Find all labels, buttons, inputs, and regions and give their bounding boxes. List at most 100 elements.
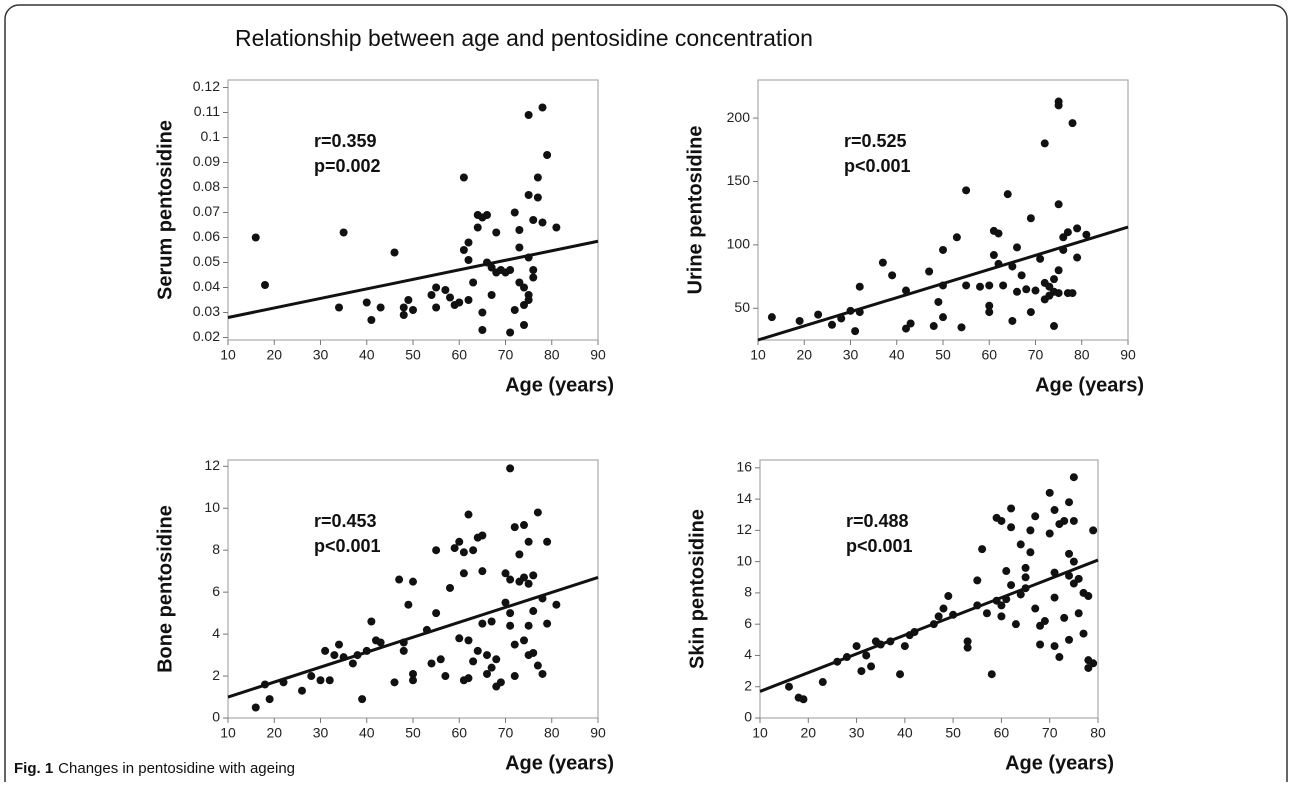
- data-point: [464, 296, 473, 304]
- data-point: [1074, 574, 1083, 583]
- annotation: r=0.488: [846, 511, 909, 531]
- data-point: [515, 550, 524, 559]
- data-point: [529, 266, 538, 274]
- data-point: [939, 604, 948, 613]
- data-point: [1068, 289, 1077, 298]
- data-point: [520, 573, 528, 582]
- data-point: [441, 286, 450, 294]
- data-point: [390, 678, 399, 687]
- data-point: [469, 546, 478, 555]
- data-point: [478, 531, 487, 540]
- data-point: [446, 293, 454, 302]
- data-point: [1050, 642, 1059, 651]
- y-axis-label: Skin pentosidine: [686, 509, 708, 669]
- data-point: [1089, 659, 1098, 668]
- data-point: [962, 186, 971, 195]
- data-point: [464, 636, 473, 645]
- data-point: [524, 191, 533, 199]
- data-point: [409, 676, 417, 685]
- data-point: [506, 266, 515, 274]
- data-point: [852, 642, 861, 651]
- caption-text: Changes in pentosidine with ageing: [58, 760, 295, 777]
- data-point: [251, 703, 260, 712]
- data-point: [767, 313, 776, 322]
- data-point: [409, 306, 417, 314]
- x-tick-label: 40: [359, 725, 375, 741]
- data-point: [510, 208, 519, 217]
- data-point: [900, 642, 909, 651]
- caption-label: Fig. 1: [14, 760, 53, 777]
- data-point: [515, 226, 524, 234]
- data-point: [496, 678, 505, 687]
- annotation: p<0.001: [844, 156, 911, 176]
- data-point: [436, 655, 445, 664]
- data-point: [1017, 271, 1026, 280]
- plot-frame: [759, 459, 1099, 719]
- y-tick-label: 14: [736, 490, 752, 506]
- data-point: [818, 678, 827, 687]
- data-point: [510, 640, 519, 649]
- data-point: [1007, 581, 1016, 590]
- data-point: [989, 251, 998, 260]
- x-tick-label: 30: [313, 347, 329, 363]
- data-point: [367, 316, 376, 324]
- data-point: [455, 537, 464, 546]
- data-point: [1013, 243, 1021, 252]
- y-tick-label: 0.09: [193, 153, 220, 169]
- data-point: [1079, 629, 1088, 638]
- data-point: [520, 321, 528, 329]
- data-point: [1036, 640, 1045, 649]
- x-tick-label: 40: [897, 725, 913, 741]
- data-point: [939, 313, 947, 322]
- x-tick-label: 70: [1028, 347, 1044, 363]
- y-tick-label: 0.02: [193, 328, 220, 344]
- figure-caption: Fig. 1 Changes in pentosidine with ageing: [14, 760, 295, 777]
- data-point: [432, 609, 441, 618]
- x-tick-label: 40: [359, 347, 375, 363]
- data-point: [1074, 609, 1083, 618]
- data-point: [985, 301, 994, 310]
- y-tick-label: 8: [212, 541, 220, 557]
- data-point: [1082, 230, 1091, 239]
- data-point: [376, 303, 385, 312]
- data-point: [828, 320, 836, 329]
- data-point: [492, 655, 501, 664]
- data-point: [1065, 635, 1074, 644]
- y-tick-label: 200: [727, 109, 751, 125]
- data-point: [1073, 224, 1082, 233]
- x-tick-label: 60: [994, 725, 1010, 741]
- x-tick-label: 60: [981, 347, 997, 363]
- annotation: r=0.453: [314, 511, 377, 531]
- data-point: [543, 537, 552, 546]
- plot-frame: [757, 79, 1129, 341]
- y-tick-label: 0.04: [193, 278, 220, 294]
- x-tick-label: 30: [313, 725, 329, 741]
- data-point: [483, 669, 491, 678]
- x-tick-label: 90: [1120, 347, 1136, 363]
- fit-line: [757, 225, 1129, 342]
- fit-line: [227, 576, 599, 699]
- data-point: [929, 322, 938, 331]
- data-point: [441, 672, 450, 681]
- data-point: [524, 537, 533, 546]
- data-point: [906, 319, 915, 328]
- data-point: [348, 659, 357, 668]
- data-point: [330, 651, 339, 660]
- data-point: [878, 258, 887, 267]
- data-point: [464, 256, 473, 264]
- data-point: [529, 607, 538, 616]
- data-point: [867, 662, 876, 671]
- data-point: [367, 617, 376, 626]
- data-point: [1031, 286, 1040, 295]
- data-point: [1084, 592, 1093, 601]
- data-point: [478, 567, 487, 576]
- data-point: [533, 173, 542, 182]
- data-point: [395, 575, 404, 584]
- data-point: [1050, 506, 1059, 515]
- data-point: [399, 303, 408, 312]
- data-point: [520, 521, 528, 530]
- data-point: [1045, 529, 1054, 538]
- data-point: [1007, 523, 1016, 532]
- annotation: r=0.359: [314, 131, 377, 151]
- x-tick-label: 10: [220, 347, 236, 363]
